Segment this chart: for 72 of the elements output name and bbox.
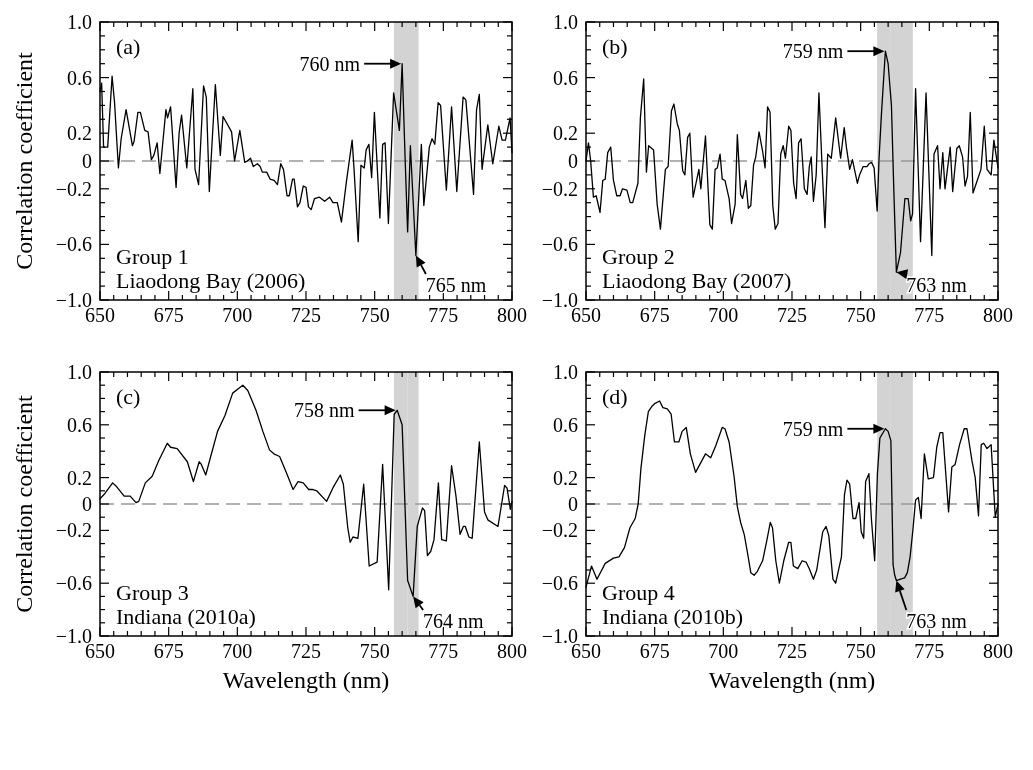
y-tick-label: 0.6 xyxy=(67,413,92,436)
annotation: Group 2 xyxy=(602,244,675,269)
y-tick-label: −0.6 xyxy=(55,233,92,256)
y-tick-label: −0.2 xyxy=(541,177,578,200)
y-tick-label: 0 xyxy=(568,493,578,515)
annotation: 764 nm xyxy=(423,610,485,632)
annotation: (b) xyxy=(602,34,628,59)
y-tick-label: 0.2 xyxy=(553,466,578,489)
annotation: Group 3 xyxy=(116,580,189,605)
annotation: (c) xyxy=(116,384,141,409)
x-tick-label: 700 xyxy=(222,640,253,662)
y-tick-label: 0 xyxy=(82,493,92,515)
y-tick-label: 0 xyxy=(82,150,92,172)
y-tick-label: 0 xyxy=(568,150,578,172)
y-tick-label: 1.0 xyxy=(67,361,92,383)
y-axis-title: Correlation coefficient xyxy=(11,394,37,613)
annotation: 763 nm xyxy=(906,274,968,296)
annotation: 758 nm xyxy=(294,399,356,422)
y-tick-label: −0.2 xyxy=(55,519,92,542)
x-tick-label: 775 xyxy=(914,304,945,326)
annotation: Group 4 xyxy=(602,580,675,605)
x-tick-label: 800 xyxy=(497,304,527,326)
x-tick-label: 675 xyxy=(639,304,670,326)
y-tick-label: 0.6 xyxy=(553,66,578,89)
x-tick-label: 725 xyxy=(777,304,807,326)
annotation: Liaodong Bay (2006) xyxy=(116,268,306,293)
annotation: Liaodong Bay (2007) xyxy=(602,268,792,293)
x-tick-label: 800 xyxy=(497,640,527,662)
y-tick-label: 0.2 xyxy=(67,122,92,145)
y-tick-label: −0.6 xyxy=(541,572,578,595)
annotation: (d) xyxy=(602,384,628,409)
x-tick-label: 700 xyxy=(222,304,253,326)
y-tick-label: −0.2 xyxy=(541,519,578,542)
y-tick-label: −0.6 xyxy=(55,572,92,595)
x-tick-label: 700 xyxy=(708,640,739,662)
x-axis-title: Wavelength (nm) xyxy=(222,667,390,693)
y-tick-label: 1.0 xyxy=(553,11,578,33)
x-tick-label: 725 xyxy=(291,640,321,662)
annotation: Group 1 xyxy=(116,244,189,269)
x-tick-label: 750 xyxy=(845,640,876,662)
x-tick-label: 675 xyxy=(153,304,184,326)
annotation: 759 nm xyxy=(782,417,844,440)
annotation: 763 nm xyxy=(906,610,968,632)
x-tick-label: 725 xyxy=(291,304,321,326)
x-tick-label: 750 xyxy=(359,304,390,326)
x-tick-label: 800 xyxy=(983,304,1013,326)
y-tick-label: −0.6 xyxy=(541,233,578,256)
x-tick-label: 775 xyxy=(428,640,459,662)
y-tick-label: 0.6 xyxy=(553,413,578,436)
annotation: (a) xyxy=(116,34,141,59)
x-tick-label: 775 xyxy=(428,304,459,326)
x-tick-label: 700 xyxy=(708,304,739,326)
y-tick-label: 0.6 xyxy=(67,66,92,89)
y-tick-label: 1.0 xyxy=(67,11,92,33)
y-axis-title: Correlation coefficient xyxy=(11,51,37,270)
x-tick-label: 750 xyxy=(359,640,390,662)
x-axis-title: Wavelength (nm) xyxy=(708,667,876,693)
annotation: 765 nm xyxy=(425,274,487,296)
x-tick-label: 725 xyxy=(777,640,807,662)
x-tick-label: 800 xyxy=(983,640,1013,662)
annotation: Indiana (2010b) xyxy=(602,604,744,629)
y-tick-label: 0.2 xyxy=(67,466,92,489)
y-tick-label: −0.2 xyxy=(55,177,92,200)
annotation: 759 nm xyxy=(782,40,844,63)
y-tick-label: 0.2 xyxy=(553,122,578,145)
x-tick-label: 750 xyxy=(845,304,876,326)
x-tick-label: 675 xyxy=(639,640,670,662)
annotation: Indiana (2010a) xyxy=(116,604,256,629)
annotation: 760 nm xyxy=(299,52,361,75)
x-tick-label: 775 xyxy=(914,640,945,662)
y-tick-label: 1.0 xyxy=(553,361,578,383)
x-tick-label: 675 xyxy=(153,640,184,662)
